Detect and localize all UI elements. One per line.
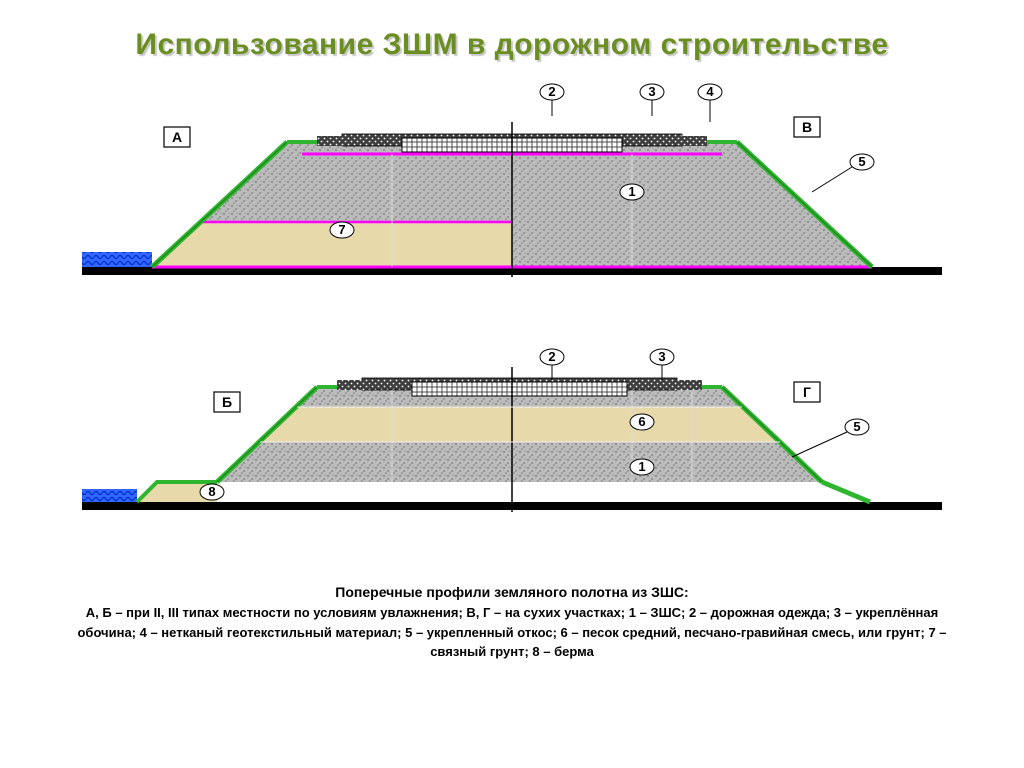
svg-text:3: 3	[648, 84, 655, 99]
svg-text:2: 2	[548, 84, 555, 99]
svg-text:В: В	[802, 119, 812, 135]
svg-text:7: 7	[338, 222, 345, 237]
label-2-bot: 2	[540, 349, 564, 365]
svg-text:6: 6	[638, 414, 645, 429]
svg-text:8: 8	[208, 484, 215, 499]
label-2-top: 2	[540, 84, 564, 100]
label-6-bot: 6	[630, 414, 654, 430]
label-1-top: 1	[620, 184, 644, 200]
caption-body: А, Б – при II, III типах местности по ус…	[62, 603, 962, 662]
letter-V: В	[794, 117, 820, 137]
cross-section-diagram: 2 3 4 5 1 7 А В 2 3 5 6 1 8 Б Г	[62, 72, 962, 572]
diagram-container: 2 3 4 5 1 7 А В 2 3 5 6 1 8 Б Г	[0, 72, 1024, 572]
svg-text:5: 5	[858, 154, 865, 169]
caption-heading: Поперечные профили земляного полотна из …	[62, 582, 962, 603]
svg-text:Б: Б	[222, 394, 232, 410]
svg-text:А: А	[172, 129, 182, 145]
letter-G: Г	[794, 382, 820, 402]
svg-text:1: 1	[638, 459, 645, 474]
label-7-top: 7	[330, 222, 354, 238]
svg-text:5: 5	[853, 419, 860, 434]
cross-section-top	[82, 122, 942, 277]
svg-text:Г: Г	[803, 384, 811, 400]
svg-text:1: 1	[628, 184, 635, 199]
letter-A: А	[164, 127, 190, 147]
svg-text:3: 3	[658, 349, 665, 364]
caption-block: Поперечные профили земляного полотна из …	[62, 582, 962, 662]
label-5-bot: 5	[845, 419, 869, 435]
label-1-bot: 1	[630, 459, 654, 475]
page-title: Использование ЗШМ в дорожном строительст…	[0, 0, 1024, 62]
label-5-top: 5	[850, 154, 874, 170]
label-8-bot: 8	[200, 484, 224, 500]
label-3-bot: 3	[650, 349, 674, 365]
letter-B: Б	[214, 392, 240, 412]
label-3-top: 3	[640, 84, 664, 100]
svg-text:4: 4	[706, 84, 714, 99]
label-4-top: 4	[698, 84, 722, 100]
title-text: Использование ЗШМ в дорожном строительст…	[135, 28, 888, 61]
svg-text:2: 2	[548, 349, 555, 364]
